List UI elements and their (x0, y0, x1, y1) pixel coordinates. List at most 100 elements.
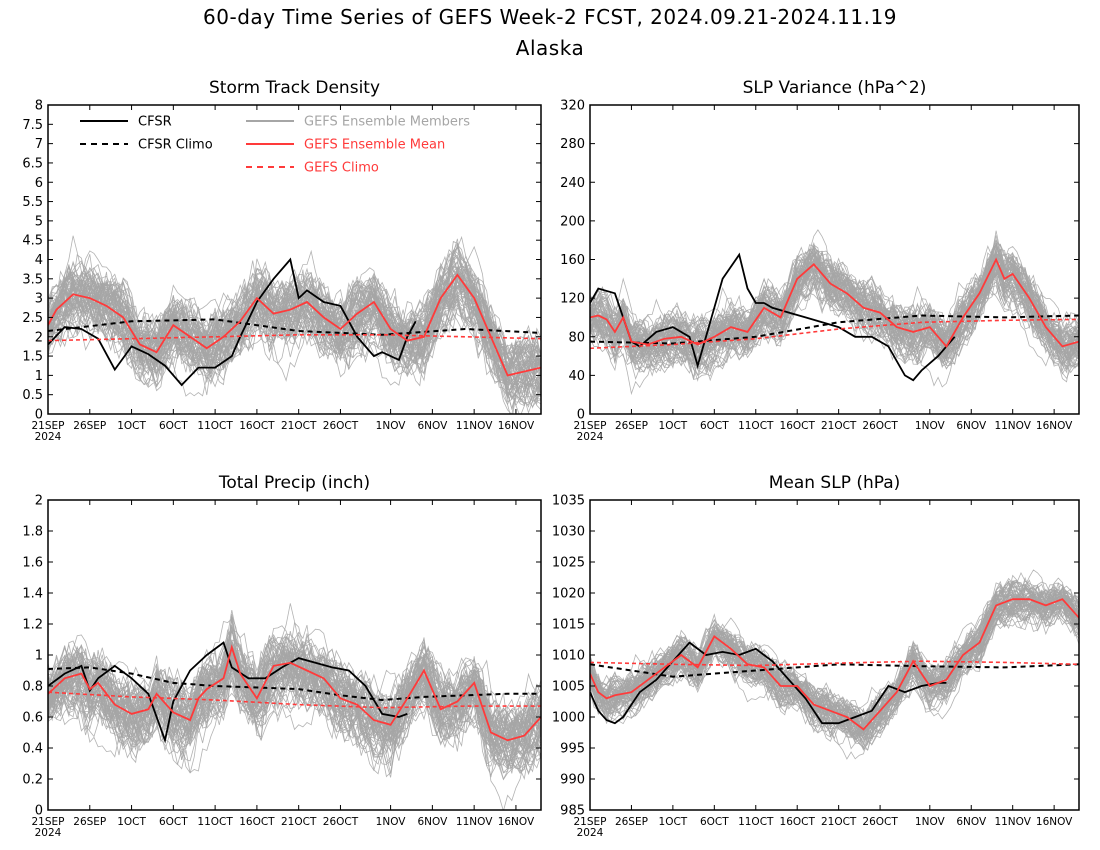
legend-label: GEFS Climo (304, 161, 379, 176)
y-tick-label: 1.2 (22, 618, 43, 633)
ensemble-member-line (48, 280, 541, 388)
x-tick-label: 6OCT (159, 420, 188, 432)
ensemble-member-line (48, 260, 541, 376)
panel-title: Storm Track Density (209, 78, 380, 98)
ensemble-member-line (48, 634, 541, 810)
x-tick-label: 26OCT (323, 420, 359, 432)
panel-title: SLP Variance (hPa^2) (743, 78, 927, 98)
gefs-climo-line (590, 660, 1079, 667)
ensemble-member-line (48, 603, 541, 765)
figure-title: 60-day Time Series of GEFS Week-2 FCST, … (203, 5, 897, 29)
y-tick-label: 1 (35, 369, 43, 384)
ensemble-member-line (48, 637, 541, 754)
y-tick-label: 0 (35, 804, 43, 819)
ensemble-member-line (590, 591, 1079, 738)
y-tick-label: 1035 (552, 494, 585, 509)
y-tick-label: 160 (560, 253, 585, 268)
plot-area (48, 603, 541, 810)
ensemble-member-line (48, 260, 541, 379)
x-tick-label: 26SEP (615, 420, 648, 432)
y-tick-label: 6 (35, 176, 43, 191)
panel-title: Total Precip (inch) (218, 473, 370, 493)
x-tick-label: 6NOV (956, 420, 987, 432)
ensemble-member-line (48, 642, 541, 740)
y-tick-label: 1.6 (22, 556, 43, 571)
y-tick-label: 1005 (552, 680, 585, 695)
y-tick-label: 0.2 (22, 773, 43, 788)
ensemble-members (48, 603, 541, 810)
ensemble-member-line (590, 602, 1079, 738)
y-tick-label: 320 (560, 99, 585, 114)
y-tick-label: 0 (35, 408, 43, 423)
cfsr-line (48, 641, 408, 744)
x-tick-label: 26OCT (862, 816, 898, 828)
x-tick-label: 26SEP (73, 816, 106, 828)
panel-3: Total Precip (inch) 0 0.2 0.4 0.6 0.8 1 1.2 1.4 1… (22, 473, 542, 839)
ensemble-member-line (590, 276, 1079, 366)
plot-area (590, 569, 1079, 760)
y-tick-label: 3.5 (22, 272, 43, 287)
plot-area (590, 229, 1079, 396)
x-tick-label: 11OCT (197, 816, 233, 828)
x-tick-label: 26OCT (323, 816, 359, 828)
x-tick-label: 11OCT (197, 420, 233, 432)
x-tick-label: 11NOV (994, 816, 1031, 828)
ensemble-mean-line (590, 598, 1079, 731)
x-year-label: 2024 (577, 431, 604, 443)
y-tick-label: 0.6 (22, 711, 43, 726)
y-tick-label: 4 (35, 253, 43, 268)
x-tick-label: 26OCT (862, 420, 898, 432)
x-tick-label: 26SEP (73, 420, 106, 432)
x-tick-label: 16OCT (239, 816, 275, 828)
y-tick-label: 1030 (552, 525, 585, 540)
x-tick-label: 16OCT (780, 816, 816, 828)
x-tick-label: 21OCT (821, 816, 857, 828)
figure-subtitle: Alaska (515, 36, 585, 60)
y-tick-label: 5 (35, 214, 43, 229)
x-tick-label: 6OCT (700, 420, 729, 432)
legend-label: CFSR Climo (138, 138, 213, 153)
y-tick-label: 40 (568, 369, 585, 384)
x-tick-label: 1NOV (915, 816, 946, 828)
x-tick-label: 1OCT (659, 816, 688, 828)
y-tick-label: 1020 (552, 587, 585, 602)
y-tick-label: 1.5 (22, 350, 43, 365)
y-tick-label: 8 (35, 99, 43, 114)
ensemble-member-line (590, 239, 1079, 361)
ensemble-member-line (48, 267, 541, 410)
x-tick-label: 6OCT (700, 816, 729, 828)
panel-1: Storm Track Density 0 0.5 1 1.5 2 2.5 3 3.5 4 4.5 5… (22, 78, 542, 443)
x-tick-label: 1NOV (376, 816, 407, 828)
y-tick-label: 0.5 (22, 388, 43, 403)
x-tick-label: 16OCT (780, 420, 816, 432)
y-tick-label: 1000 (552, 711, 585, 726)
ensemble-member-line (590, 596, 1079, 727)
cfsr-line (590, 252, 956, 382)
ensemble-member-line (48, 266, 541, 399)
x-year-label: 2024 (577, 827, 604, 839)
cfsr-climo-line (590, 663, 1079, 678)
plot-area (48, 235, 541, 414)
panel-title: Mean SLP (hPa) (769, 473, 901, 493)
x-tick-label: 16NOV (498, 816, 535, 828)
y-tick-label: 0.8 (22, 680, 43, 695)
ensemble-member-line (590, 589, 1079, 733)
ensemble-member-line (48, 647, 541, 774)
x-tick-label: 11NOV (456, 816, 493, 828)
y-tick-label: 0 (577, 408, 585, 423)
y-tick-label: 2 (35, 494, 43, 509)
x-tick-label: 21SEP (574, 816, 607, 828)
y-tick-label: 1.8 (22, 525, 43, 540)
x-tick-label: 11OCT (738, 420, 774, 432)
ensemble-members (48, 235, 541, 414)
y-tick-label: 1010 (552, 649, 585, 664)
x-tick-label: 1OCT (117, 420, 146, 432)
legend-label: CFSR (138, 115, 172, 130)
x-tick-label: 16OCT (239, 420, 275, 432)
ensemble-member-line (590, 230, 1079, 367)
x-tick-label: 6NOV (417, 816, 448, 828)
x-tick-label: 6NOV (417, 420, 448, 432)
x-year-label: 2024 (35, 827, 62, 839)
ensemble-member-line (590, 239, 1079, 362)
ensemble-member-line (48, 635, 541, 764)
